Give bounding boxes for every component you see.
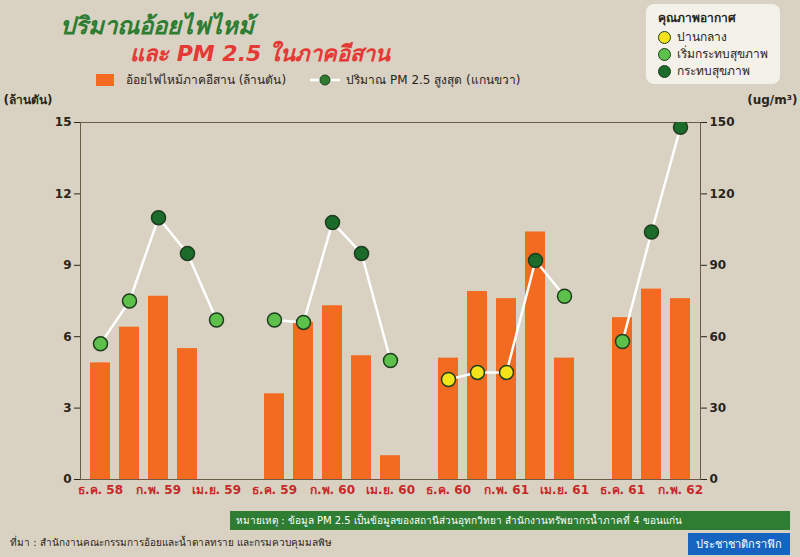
svg-text:150: 150 xyxy=(710,115,735,129)
html-text:เริ่มกระทบสุขภาพ: เริ่มกระทบสุขภาพ xyxy=(677,47,768,61)
html-text:อ้อยไฟไหม้ภาคอีสาน (ล้านตัน): อ้อยไฟไหม้ภาคอีสาน (ล้านตัน) xyxy=(126,73,287,87)
svg-text:0: 0 xyxy=(63,472,71,486)
html-text:และ PM 2.5 ในภาคอีสาน: และ PM 2.5 ในภาคอีสาน xyxy=(130,41,390,66)
svg-text:ธ.ค. 59: ธ.ค. 59 xyxy=(252,483,297,497)
html-text:กระทบสุขภาพ: กระทบสุขภาพ xyxy=(677,64,750,78)
html-text:หมายเหตุ : ข้อมูล PM 2.5 เป็นข: หมายเหตุ : ข้อมูล PM 2.5 เป็นข้อมูลของสถ… xyxy=(236,515,682,526)
html-text:ประชาชาติกราฟิก: ประชาชาติกราฟิก xyxy=(696,538,782,551)
svg-text:90: 90 xyxy=(710,258,727,272)
html-text:ปานกลาง: ปานกลาง xyxy=(677,30,727,44)
svg-text:ก.พ. 60: ก.พ. 60 xyxy=(310,483,355,497)
svg-text:9: 9 xyxy=(63,258,71,272)
svg-text:15: 15 xyxy=(55,115,72,129)
svg-text:เม.ย. 59: เม.ย. 59 xyxy=(192,483,241,497)
svg-text:3: 3 xyxy=(63,401,71,415)
svg-text:ก.พ. 62: ก.พ. 62 xyxy=(658,483,703,497)
svg-text:ก.พ. 61: ก.พ. 61 xyxy=(484,483,529,497)
svg-text:ธ.ค. 58: ธ.ค. 58 xyxy=(78,483,123,497)
svg-text:(ล้านตัน): (ล้านตัน) xyxy=(4,93,53,107)
html-text:คุณภาพอากาศ: คุณภาพอากาศ xyxy=(658,11,736,25)
svg-text:60: 60 xyxy=(710,330,727,344)
html-text:ที่มา : สำนักงานคณะกรรมการอ้อย: ที่มา : สำนักงานคณะกรรมการอ้อยและน้ำตาลท… xyxy=(10,537,332,548)
svg-text:เม.ย. 60: เม.ย. 60 xyxy=(366,483,415,497)
html-text:ปริมาณอ้อยไฟไหม้: ปริมาณอ้อยไฟไหม้ xyxy=(60,12,254,40)
svg-text:ก.พ. 59: ก.พ. 59 xyxy=(136,483,181,497)
svg-text:ธ.ค. 60: ธ.ค. 60 xyxy=(426,483,471,497)
svg-text:(ug/m³): (ug/m³) xyxy=(747,93,797,107)
svg-text:120: 120 xyxy=(710,187,735,201)
svg-text:30: 30 xyxy=(710,401,727,415)
svg-text:12: 12 xyxy=(55,187,72,201)
svg-text:0: 0 xyxy=(710,472,718,486)
svg-text:ธ.ค. 61: ธ.ค. 61 xyxy=(600,483,645,497)
html-text:ปริมาณ PM 2.5 สูงสุด (แกนขวา): ปริมาณ PM 2.5 สูงสุด (แกนขวา) xyxy=(346,73,521,87)
svg-text:เม.ย. 61: เม.ย. 61 xyxy=(540,483,589,497)
svg-text:6: 6 xyxy=(63,330,71,344)
